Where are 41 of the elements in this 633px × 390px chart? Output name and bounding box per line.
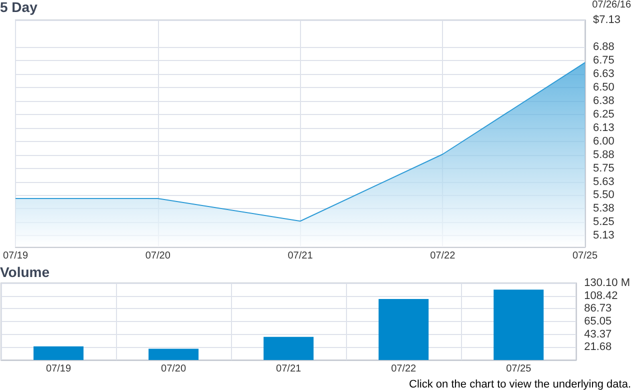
y-tick-label: 5.13 <box>593 230 614 242</box>
y-tick-label: $7.13 <box>593 14 621 26</box>
y-tick-label: 21.68 <box>584 341 612 354</box>
x-tick-label: 07/21 <box>276 364 302 374</box>
y-tick-label: 5.50 <box>593 189 614 202</box>
y-tick-label: 6.38 <box>593 94 614 107</box>
x-tick-label: 07/19 <box>46 364 72 374</box>
text: 07/26/16 <box>592 0 632 10</box>
x-tick-label: 07/20 <box>145 250 171 262</box>
y-tick-label: 108.42 <box>584 290 618 302</box>
y-tick-label: 5.88 <box>593 148 614 161</box>
y-tick-label: 6.63 <box>593 68 614 80</box>
chart-title: Volume <box>0 264 50 280</box>
bar <box>148 348 199 360</box>
y-tick-label: 5.75 <box>593 162 614 174</box>
x-tick-label: 07/20 <box>161 364 186 374</box>
text: Click on the chart to view the underlying data. <box>409 378 632 390</box>
y-tick-label: 6.13 <box>593 122 614 134</box>
y-tick-label: 65.05 <box>584 316 612 328</box>
x-tick-label: 07/21 <box>288 250 314 262</box>
y-tick-label: 6.88 <box>593 40 614 53</box>
y-tick-label: 5.63 <box>593 176 614 188</box>
x-tick-label: 07/22 <box>430 250 456 262</box>
y-tick-label: 6.25 <box>593 108 614 120</box>
y-tick-label: 6.00 <box>593 135 614 148</box>
y-tick-label: 5.38 <box>593 202 614 215</box>
y-tick-label: 6.50 <box>593 81 614 94</box>
x-tick-label: 07/22 <box>391 364 417 374</box>
y-tick-label: 130.10 M <box>584 277 630 289</box>
bar <box>34 346 84 360</box>
bar <box>264 336 314 360</box>
y-tick-label: 5.25 <box>593 216 614 228</box>
x-tick-label: 07/19 <box>2 250 28 262</box>
x-tick-label: 07/25 <box>572 250 598 262</box>
y-tick-label: 43.37 <box>584 328 612 340</box>
chart-title: 5 Day <box>0 0 38 15</box>
x-tick-label: 07/25 <box>506 364 532 374</box>
bar <box>494 290 544 360</box>
bar <box>378 299 429 360</box>
y-tick-label: 86.73 <box>584 302 612 315</box>
y-tick-label: 6.75 <box>593 54 614 66</box>
